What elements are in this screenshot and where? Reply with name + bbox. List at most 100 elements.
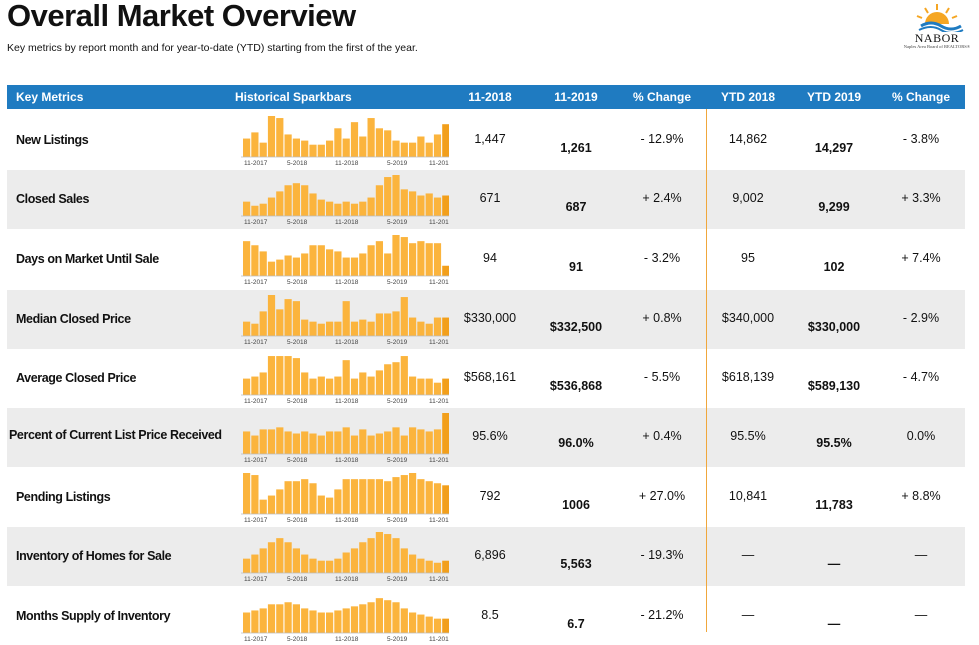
- spark-bar: [276, 259, 284, 276]
- spark-bar: [284, 602, 292, 633]
- spark-bar: [384, 481, 392, 514]
- value-ytd-change: - 4.7%: [902, 370, 940, 384]
- spark-bar: [301, 253, 309, 276]
- value-change: - 5.5%: [643, 370, 681, 384]
- spark-axis-label: 11-2017: [244, 576, 268, 583]
- spark-bar: [342, 201, 350, 216]
- spark-bar: [284, 431, 292, 454]
- spark-bar: [425, 243, 433, 276]
- spark-bar: [317, 323, 325, 336]
- spark-bar: [417, 479, 425, 514]
- spark-bar: [384, 253, 392, 276]
- spark-bar: [375, 598, 383, 633]
- spark-axis-label: 11-2018: [335, 279, 359, 286]
- spark-bar: [350, 257, 359, 276]
- spark-bar: [359, 479, 367, 514]
- col-month-2019: 11-2019: [554, 90, 598, 104]
- spark-axis-label: 11-2019: [429, 457, 449, 464]
- sparkbar-chart: 11-2017 5-2018 11-2018 5-2019 11-2019: [241, 356, 449, 405]
- spark-axis-label: 11-2019: [429, 576, 449, 583]
- spark-bar: [309, 433, 317, 454]
- page-title: Overall Market Overview: [7, 0, 356, 33]
- value-change: + 27.0%: [638, 489, 686, 503]
- spark-axis-label: 5-2019: [387, 398, 408, 405]
- spark-bar: [317, 245, 325, 276]
- spark-axis-label: 11-2017: [244, 398, 268, 405]
- spark-bar: [350, 479, 359, 514]
- spark-bar: [375, 532, 383, 573]
- spark-bar: [375, 433, 383, 454]
- table-row: Months Supply of Inventory 11-2017 5-2018 1…: [7, 587, 965, 643]
- spark-bar: [417, 136, 425, 157]
- spark-bar: [243, 321, 251, 336]
- spark-bar: [350, 122, 359, 157]
- spark-bar: [433, 562, 442, 573]
- spark-bar: [375, 241, 383, 276]
- spark-axis-label: 5-2019: [387, 160, 408, 167]
- spark-axis-label: 5-2019: [387, 517, 408, 524]
- value-month-2018: 792: [479, 489, 501, 503]
- spark-axis-label: 5-2018: [287, 457, 308, 464]
- table-row: Pending Listings 11-2017 5-2018 11-2018 5-20…: [7, 468, 965, 527]
- spark-bar: [292, 183, 300, 216]
- value-month-2019: $536,868: [549, 379, 603, 393]
- sparkbar-chart: 11-2017 5-2018 11-2018 5-2019 11-2019: [241, 473, 449, 524]
- spark-bar: [417, 241, 425, 276]
- spark-bar: [392, 538, 400, 573]
- spark-bar: [292, 138, 300, 157]
- logo-name: NABOR: [914, 31, 960, 45]
- spark-bar: [284, 134, 292, 157]
- spark-bar: [409, 554, 417, 573]
- spark-bar: [350, 321, 359, 336]
- page-subtitle: Key metrics by report month and for year…: [7, 42, 418, 54]
- spark-bar: [400, 356, 408, 395]
- spark-axis-label: 11-2017: [244, 160, 268, 167]
- value-month-2019: 5,563: [560, 557, 592, 571]
- spark-axis-label: 5-2019: [387, 339, 408, 346]
- nabor-logo: NABOR Naples Area Board of REALTORS®: [895, 0, 979, 54]
- spark-bar: [367, 197, 375, 216]
- spark-bar: [334, 489, 342, 514]
- spark-bar: [400, 297, 408, 336]
- spark-bar: [367, 321, 375, 336]
- spark-axis-label: 11-2017: [244, 219, 268, 226]
- spark-bar: [400, 189, 408, 216]
- col-ytd-2019: YTD 2019: [806, 90, 862, 104]
- spark-bar: [276, 427, 284, 454]
- spark-bar: [400, 475, 408, 514]
- spark-bar: [350, 378, 359, 395]
- value-ytd-change: —: [914, 608, 928, 622]
- spark-bar: [392, 175, 400, 216]
- sparkbar-chart: 11-2017 5-2018 11-2018 5-2019 11-2019: [241, 413, 449, 464]
- spark-bar: [384, 313, 392, 336]
- col-ytd-change: % Change: [891, 90, 951, 104]
- value-ytd-2018: $340,000: [721, 311, 775, 325]
- spark-bar: [342, 138, 350, 157]
- spark-bar: [400, 608, 408, 633]
- spark-bar: [292, 604, 300, 633]
- spark-bar: [251, 376, 259, 395]
- value-month-2018: $568,161: [463, 370, 517, 384]
- spark-axis-label: 5-2019: [387, 219, 408, 226]
- spark-bar: [301, 431, 309, 454]
- spark-bar: [267, 429, 276, 454]
- spark-bar: [267, 495, 276, 514]
- spark-bar: [251, 323, 259, 336]
- spark-bar: [342, 360, 350, 395]
- spark-bar: [425, 616, 433, 633]
- spark-bar: [243, 473, 251, 514]
- value-ytd-2018: 10,841: [728, 489, 768, 503]
- spark-bar: [301, 479, 309, 514]
- sparkbar-chart: 11-2017 5-2018 11-2018 5-2019 11-2019: [241, 295, 449, 346]
- spark-bar: [301, 185, 309, 216]
- value-ytd-2019: —: [827, 557, 841, 571]
- metric-label: Average Closed Price: [16, 371, 137, 385]
- metric-label: New Listings: [16, 133, 89, 147]
- value-change: + 0.8%: [642, 311, 682, 325]
- spark-bar: [292, 257, 300, 276]
- spark-axis-label: 5-2018: [287, 219, 308, 226]
- spark-bar: [301, 372, 309, 395]
- spark-bar: [284, 299, 292, 336]
- spark-axis-label: 5-2018: [287, 636, 308, 643]
- spark-bar: [276, 191, 284, 216]
